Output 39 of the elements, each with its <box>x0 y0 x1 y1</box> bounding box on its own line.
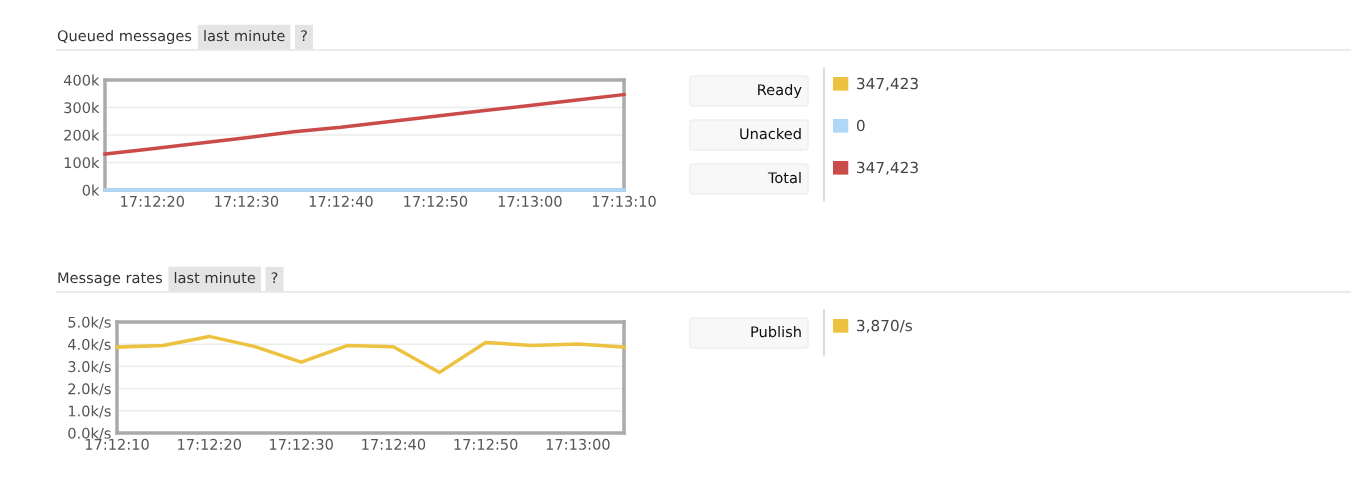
chart-title: Queued messages <box>57 29 192 45</box>
y-tick-label: 5.0k/s <box>68 316 111 329</box>
chart-subtitle: last minute <box>174 271 256 284</box>
x-tick-label: 17:12:20 <box>121 195 185 207</box>
y-tick-label: 1.0k/s <box>68 405 111 418</box>
x-tick-label: 17:12:50 <box>404 195 468 207</box>
text: 3,870/s <box>857 319 913 333</box>
y-tick-label: 3.0k/s <box>68 360 111 374</box>
y-tick-label: 4.0k/s <box>68 338 111 352</box>
text: ? <box>271 272 278 284</box>
x-tick-label: 17:12:30 <box>215 195 279 207</box>
y-tick-label: 400k <box>63 74 100 86</box>
y-tick-label: 2.0k/s <box>68 383 111 396</box>
line-series <box>115 334 626 375</box>
text: ? <box>301 30 307 42</box>
x-tick-label: 17:12:30 <box>270 438 333 450</box>
chart-title: Message rates <box>58 272 163 287</box>
x-tick-label: 17:13:00 <box>546 438 610 450</box>
y-tick-label: 0.0k/s <box>68 427 111 440</box>
y-tick-label: 300k <box>64 101 100 114</box>
x-tick-label: 17:12:20 <box>178 438 242 450</box>
x-tick-label: 17:12:50 <box>454 438 518 450</box>
text: 0 <box>856 119 865 132</box>
x-tick-label: 17:12:40 <box>309 195 373 207</box>
line-series <box>103 92 626 156</box>
x-tick-label: 17:12:40 <box>362 438 426 450</box>
legend-label: Unacked <box>740 127 801 140</box>
legend-label: Total <box>767 171 801 184</box>
text: 347,423 <box>857 161 918 175</box>
text: 347,423 <box>857 77 918 91</box>
x-tick-label: 17:13:00 <box>498 195 562 207</box>
legend-label: Publish <box>751 325 801 338</box>
chart-subtitle: last minute <box>204 29 285 42</box>
legend-label: Ready <box>758 83 802 99</box>
x-tick-label: 17:13:10 <box>592 195 656 207</box>
y-tick-label: 100k <box>64 156 100 169</box>
x-tick-label: 17:12:10 <box>85 438 149 450</box>
y-tick-label: 200k <box>64 129 100 141</box>
y-tick-label: 0k <box>82 184 100 196</box>
